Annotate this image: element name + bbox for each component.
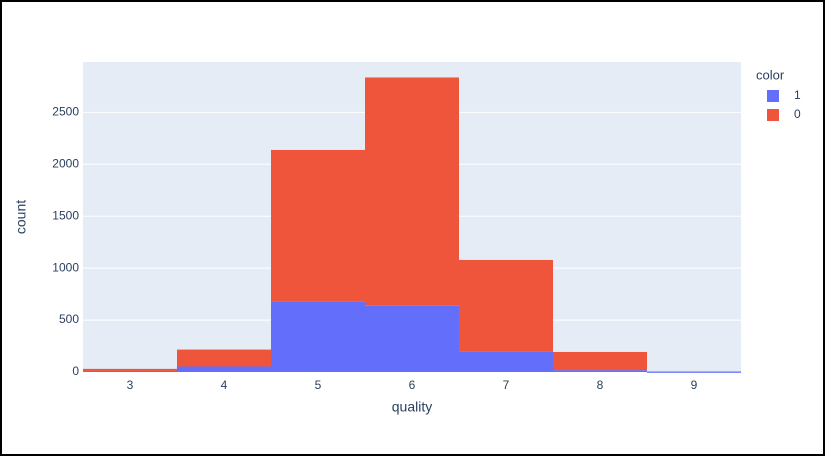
bar bbox=[365, 305, 459, 372]
x-tick-label: 9 bbox=[691, 378, 698, 392]
bar bbox=[177, 366, 271, 372]
y-tick-label: 1500 bbox=[52, 208, 79, 222]
y-tick-label: 1000 bbox=[52, 260, 79, 274]
bar bbox=[83, 370, 177, 372]
x-tick-label: 7 bbox=[503, 378, 510, 392]
bar bbox=[647, 372, 741, 373]
bar bbox=[83, 368, 177, 371]
x-tick-label: 3 bbox=[127, 378, 134, 392]
legend-label: 0 bbox=[794, 107, 801, 121]
bar bbox=[553, 351, 647, 371]
bar bbox=[365, 77, 459, 306]
y-tick-label: 0 bbox=[72, 364, 79, 378]
legend-label: 1 bbox=[794, 88, 801, 102]
bar bbox=[647, 371, 741, 372]
y-tick-label: 500 bbox=[59, 312, 79, 326]
bar bbox=[459, 259, 553, 352]
legend-title: color bbox=[756, 67, 785, 82]
x-tick-label: 5 bbox=[315, 378, 322, 392]
y-tick-label: 2500 bbox=[52, 105, 79, 119]
legend-swatch bbox=[767, 109, 779, 121]
y-axis-title: count bbox=[13, 200, 29, 234]
x-tick-label: 4 bbox=[221, 378, 228, 392]
bar bbox=[271, 301, 365, 372]
x-tick-label: 8 bbox=[597, 378, 604, 392]
x-axis-title: quality bbox=[392, 399, 432, 415]
bar bbox=[177, 349, 271, 367]
x-tick-label: 6 bbox=[409, 378, 416, 392]
legend-swatch bbox=[767, 90, 779, 102]
bar bbox=[553, 370, 647, 372]
bar bbox=[459, 351, 553, 372]
bar bbox=[271, 149, 365, 302]
y-tick-label: 2000 bbox=[52, 156, 79, 170]
